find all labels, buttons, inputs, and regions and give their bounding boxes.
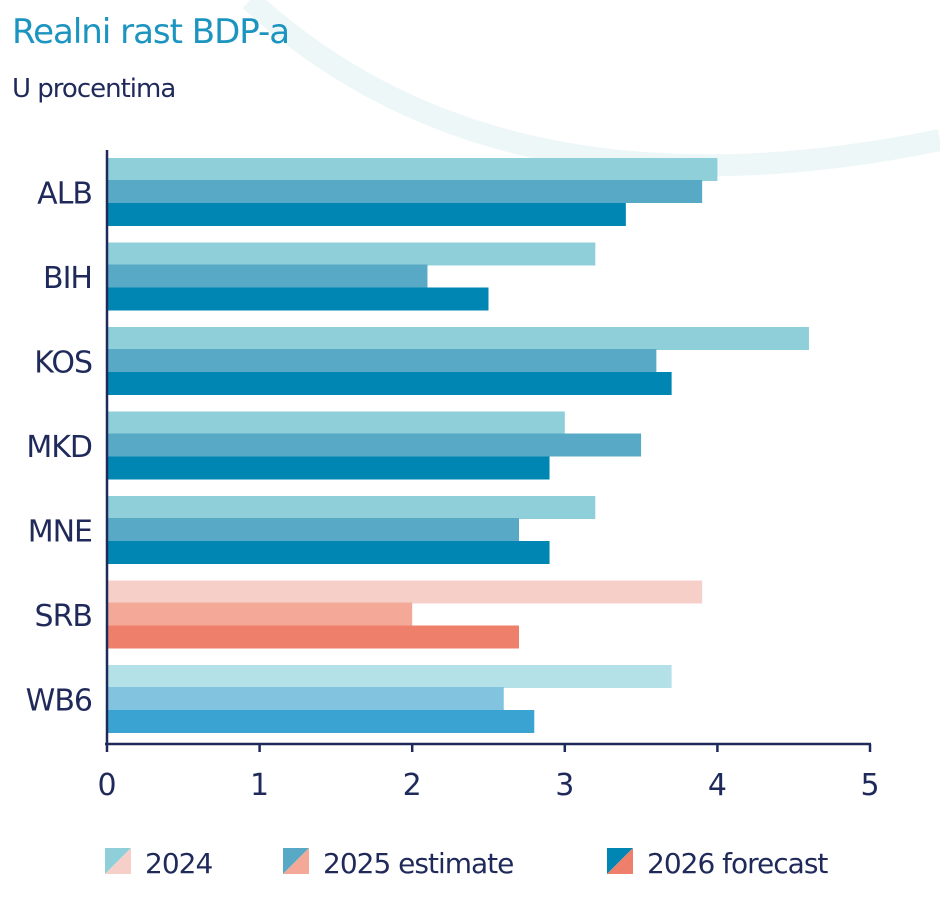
bar-alb-2025 bbox=[107, 180, 703, 203]
x-tick-label: 4 bbox=[708, 768, 727, 803]
category-label: SRB bbox=[35, 599, 92, 634]
bar-mne-2025 bbox=[107, 518, 520, 541]
x-tick-label: 1 bbox=[250, 768, 269, 803]
x-tick-label: 2 bbox=[403, 768, 422, 803]
category-label: KOS bbox=[34, 346, 92, 381]
bar-kos-2026 bbox=[107, 372, 672, 395]
chart-title: Realni rast BDP-a bbox=[12, 12, 290, 52]
bar-wb6-2025 bbox=[107, 687, 504, 710]
bar-bih-2024 bbox=[107, 242, 596, 266]
legend-label: 2025 estimate bbox=[323, 847, 513, 880]
bar-mkd-2024 bbox=[107, 411, 565, 435]
category-label: ALB bbox=[37, 177, 92, 212]
bar-srb-2025 bbox=[107, 602, 413, 626]
category-label: BIH bbox=[43, 261, 92, 296]
chart-subtitle: U procentima bbox=[12, 74, 176, 104]
bar-kos-2024 bbox=[107, 327, 809, 350]
bar-srb-2026 bbox=[107, 625, 520, 649]
bar-wb6-2024 bbox=[107, 665, 672, 688]
legend-label: 2024 bbox=[145, 847, 212, 880]
bar-mkd-2025 bbox=[107, 433, 642, 457]
legend-swatch-icon bbox=[607, 848, 633, 874]
category-label: WB6 bbox=[26, 684, 92, 719]
legend-swatch-icon bbox=[105, 848, 131, 874]
bar-alb-2024 bbox=[107, 158, 718, 181]
bar-alb-2026 bbox=[107, 203, 626, 226]
legend-swatch-icon bbox=[283, 848, 309, 874]
x-tick-label: 0 bbox=[97, 768, 116, 803]
bar-wb6-2026 bbox=[107, 710, 535, 733]
bar-mne-2024 bbox=[107, 496, 596, 519]
bar-srb-2024 bbox=[107, 580, 703, 604]
category-label: MKD bbox=[26, 430, 92, 465]
x-tick-label: 3 bbox=[555, 768, 574, 803]
category-label: MNE bbox=[28, 515, 92, 550]
x-tick-label: 5 bbox=[860, 768, 879, 803]
bar-bih-2026 bbox=[107, 287, 489, 311]
bar-mne-2026 bbox=[107, 541, 550, 564]
bar-kos-2025 bbox=[107, 349, 657, 372]
bar-mkd-2026 bbox=[107, 456, 550, 480]
bar-bih-2025 bbox=[107, 264, 428, 288]
legend-label: 2026 forecast bbox=[647, 847, 828, 880]
